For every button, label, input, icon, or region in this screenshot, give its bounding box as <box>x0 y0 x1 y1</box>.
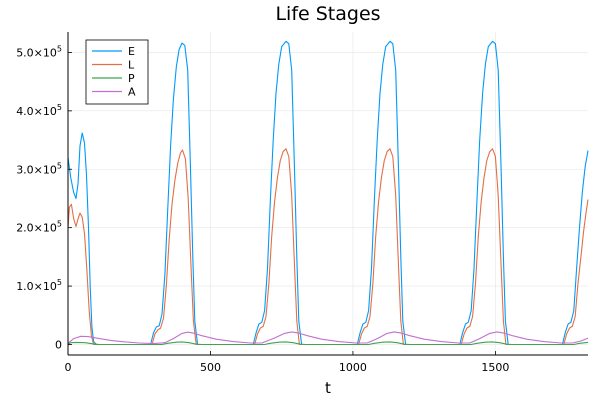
legend-label-p: P <box>128 72 135 85</box>
series-line-e <box>67 40 589 346</box>
x-axis-title: t <box>325 379 331 397</box>
x-tick-label: 500 <box>200 361 221 374</box>
y-axis-ticks: 0 1.0×105 2.0×105 3.0×105 4.0×105 5.0×105 <box>16 44 72 351</box>
y-tick-label: 0 <box>55 338 62 351</box>
series-line-p <box>67 341 589 346</box>
series-layer <box>67 40 589 346</box>
y-tick-label: 3.0×105 <box>16 161 62 176</box>
chart-title: Life Stages <box>275 3 380 25</box>
plot-frame <box>67 32 588 356</box>
grid-lines <box>67 32 588 355</box>
y-tick-label: 5.0×105 <box>16 44 62 59</box>
legend-label-e: E <box>128 45 135 58</box>
series-line-l <box>67 148 589 346</box>
y-tick-label: 1.0×105 <box>16 278 62 293</box>
x-tick-label: 1500 <box>481 361 509 374</box>
x-tick-label: 1000 <box>339 361 367 374</box>
y-tick-label: 2.0×105 <box>16 220 62 235</box>
x-axis-ticks: 0 500 1000 1500 <box>65 351 509 374</box>
legend-box <box>85 39 149 105</box>
x-tick-label: 0 <box>65 361 72 374</box>
legend-label-l: L <box>128 59 135 72</box>
legend-label-a: A <box>128 86 136 99</box>
y-tick-label: 4.0×105 <box>16 103 62 118</box>
series-line-a <box>67 331 589 345</box>
